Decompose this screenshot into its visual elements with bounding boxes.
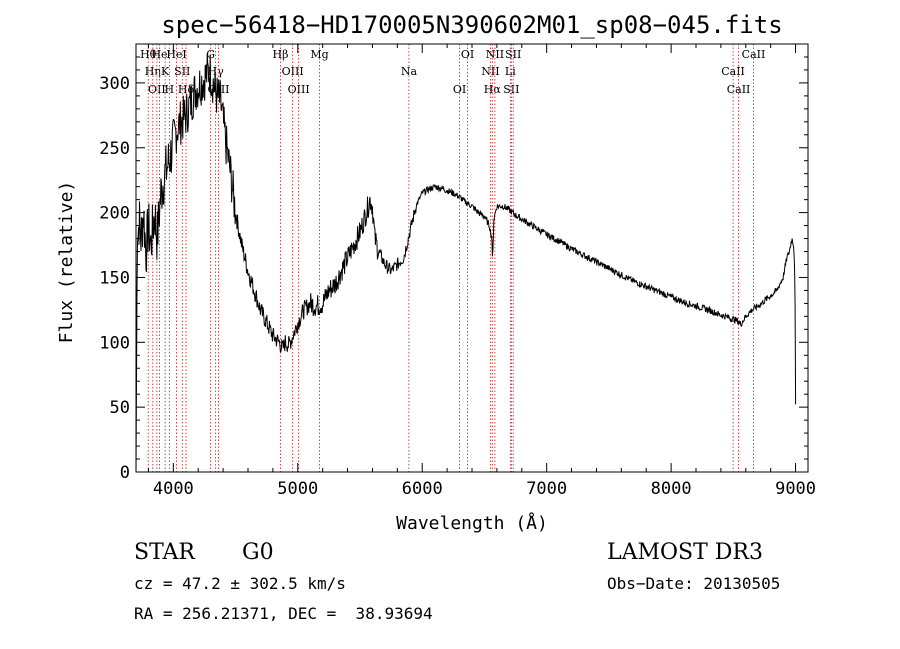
line-marker-label: Hη [145, 65, 161, 78]
redshift-text: cz = 47.2 ± 302.5 km/s [134, 574, 346, 593]
line-marker-label: He [151, 48, 167, 61]
line-marker-label: Na [401, 65, 418, 78]
line-marker-label: H [165, 83, 175, 96]
y-tick-label: 250 [99, 139, 130, 159]
line-marker-label: Hγ [208, 65, 225, 78]
y-tick-label: 50 [110, 398, 130, 418]
line-marker-label: CaII [721, 65, 745, 78]
y-tick-label: 0 [120, 463, 130, 483]
x-tick-label: 8000 [651, 479, 692, 499]
line-marker-label: Li [505, 65, 516, 78]
y-axis-label: Flux (relative) [56, 181, 77, 344]
line-marker-label: Mg [310, 48, 328, 61]
x-tick-label: 7000 [526, 479, 567, 499]
line-marker-label: G [206, 48, 215, 61]
line-marker-label: CaII [742, 48, 766, 61]
line-marker-label: K [161, 65, 170, 78]
line-marker-label: OI [453, 83, 466, 96]
line-marker-label: Hβ [273, 48, 289, 61]
y-tick-label: 100 [99, 333, 130, 353]
x-tick-label: 4000 [153, 479, 194, 499]
x-tick-label: 9000 [775, 479, 816, 499]
spectrum-line [135, 53, 797, 473]
line-marker-label: OIII [288, 83, 310, 96]
line-marker-label: SII [174, 65, 190, 78]
coordinates: RA = 256.21371, DEC = 38.93694 [134, 604, 433, 623]
survey-name: LAMOST DR3 [607, 540, 763, 565]
y-tick-label: 200 [99, 204, 130, 224]
line-marker-label: Hα [484, 83, 502, 96]
x-axis-label: Wavelength (Å) [396, 512, 548, 534]
subclass: G0 [242, 540, 274, 565]
line-markers: HθHηOIIHeKHHeISIIHδGHγOIIIHβOIIIOIIIMgNa… [140, 44, 765, 472]
line-marker-label: SII [505, 48, 521, 61]
line-marker-label: OI [461, 48, 474, 61]
y-tick-label: 150 [99, 268, 130, 288]
x-tick-label: 6000 [402, 479, 443, 499]
axis-ticks: 4000 5000 6000 7000 8000 9000 0 50 100 150 200 250 3… [99, 44, 816, 499]
x-tick-label: 5000 [277, 479, 318, 499]
line-marker-label: CaII [727, 83, 751, 96]
line-marker-label: OII [148, 83, 166, 96]
line-marker-label: HeI [166, 48, 186, 61]
y-tick-label: 300 [99, 74, 130, 94]
object-class: STAR [134, 540, 195, 565]
line-marker-label: OIII [282, 65, 304, 78]
line-marker-label: NII [481, 65, 499, 78]
line-marker-label: Hδ [178, 83, 195, 96]
obs-date: Obs−Date: 20130505 [607, 574, 781, 593]
plot-frame [135, 43, 809, 473]
chart-title: spec−56418−HD170005N390602M01_sp08−045.f… [161, 11, 782, 39]
line-marker-label: NII [486, 48, 504, 61]
line-marker-label: SII [503, 83, 519, 96]
